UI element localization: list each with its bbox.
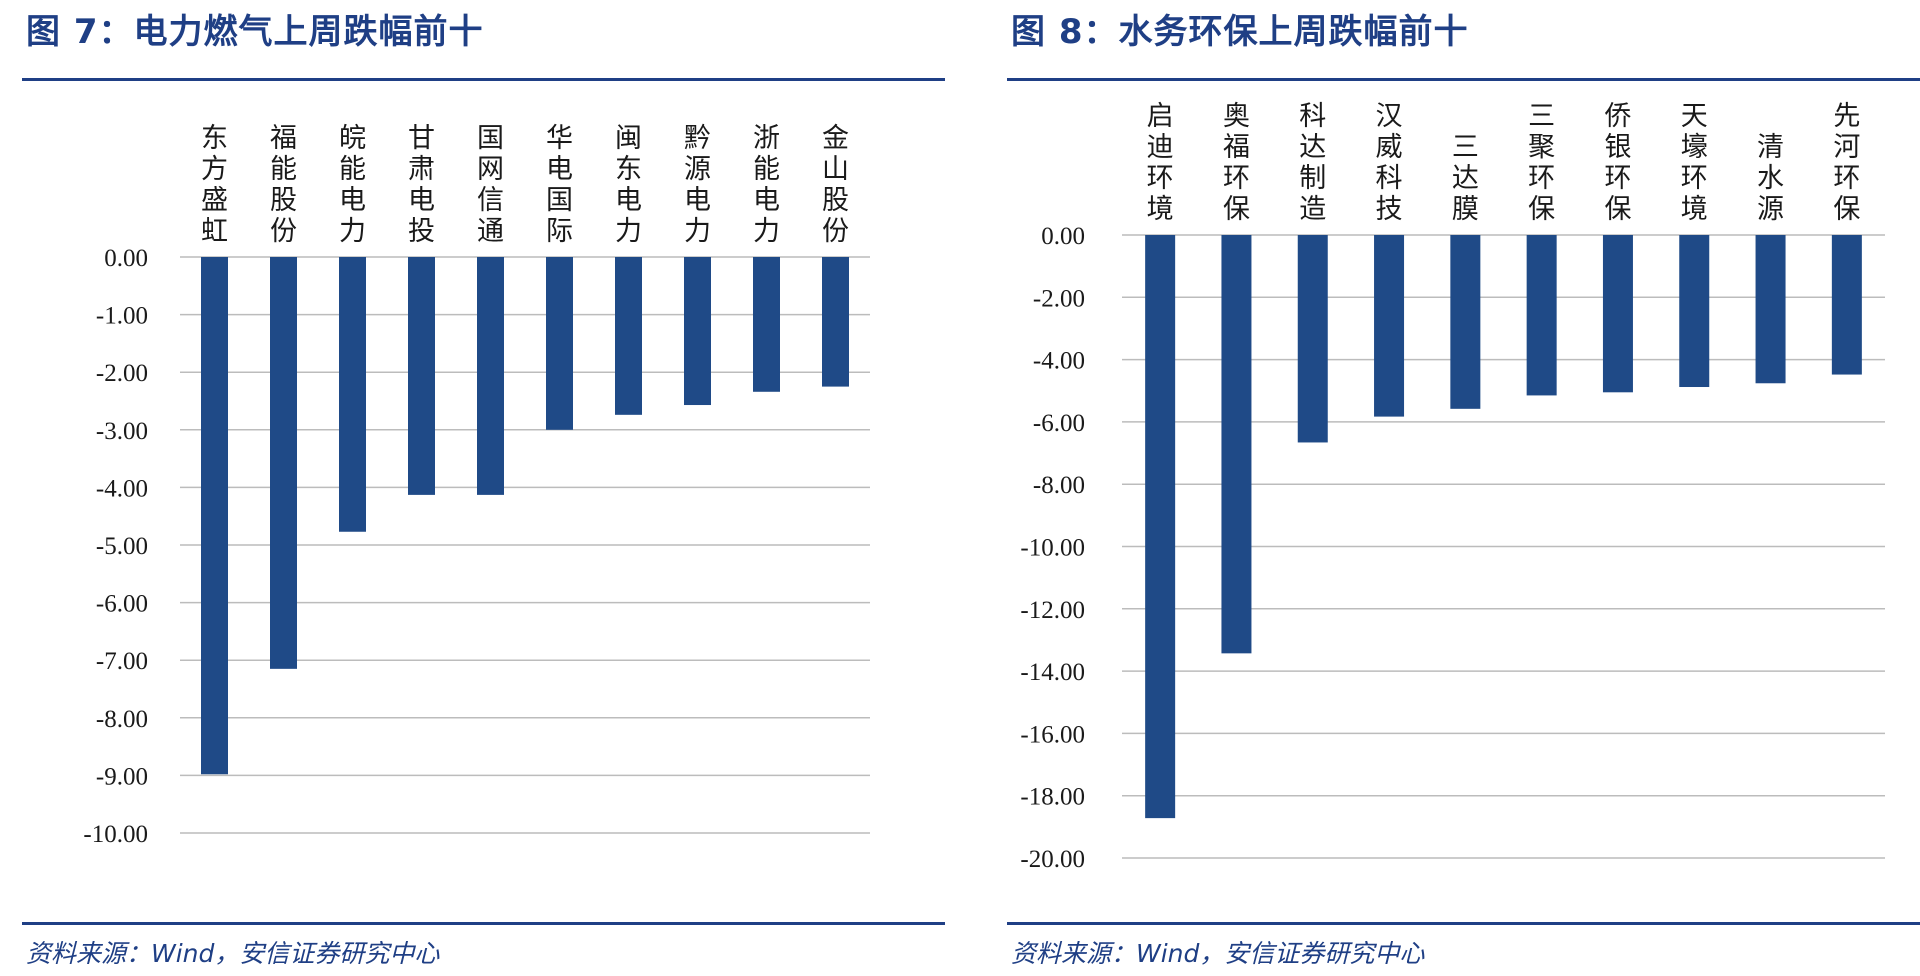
x-category-label: 三聚环保: [1528, 101, 1555, 225]
chart-title: 图 7：电力燃气上周跌幅前十: [26, 12, 484, 52]
bar: [546, 257, 573, 430]
y-tick-label: -16.00: [1020, 721, 1085, 748]
x-category-label: 闽东电力: [615, 123, 642, 247]
bar: [1526, 235, 1557, 396]
y-tick-label: -10.00: [83, 821, 148, 848]
bar: [1831, 235, 1862, 375]
y-tick-label: -4.00: [96, 475, 148, 502]
x-category-label: 科达制造: [1299, 101, 1326, 225]
title-divider: [1007, 78, 1920, 81]
x-category-label: 先河环保: [1833, 101, 1860, 225]
y-tick-label: -8.00: [96, 706, 148, 733]
x-category-label: 浙能电力: [753, 123, 780, 247]
bar: [270, 257, 297, 669]
bar: [684, 257, 711, 406]
bar: [1602, 235, 1633, 393]
chart-title: 图 8：水务环保上周跌幅前十: [1011, 12, 1469, 52]
x-category-label: 甘肃电投: [408, 123, 435, 247]
x-category-label: 清水源: [1757, 132, 1784, 225]
bar: [753, 257, 780, 392]
y-tick-label: -9.00: [96, 763, 148, 790]
x-category-label: 启迪环境: [1147, 101, 1174, 225]
y-tick-label: -2.00: [96, 360, 148, 387]
bar: [1221, 235, 1252, 654]
y-tick-label: -5.00: [96, 533, 148, 560]
x-category-label: 侨银环保: [1604, 101, 1631, 225]
x-category-label: 黔源电力: [684, 123, 711, 247]
y-tick-label: -8.00: [1033, 472, 1085, 499]
y-tick-label: -2.00: [1033, 285, 1085, 312]
x-category-label: 天壕环境: [1681, 101, 1708, 225]
bar: [1145, 235, 1176, 819]
bar: [822, 257, 849, 387]
x-category-label: 奥福环保: [1223, 101, 1250, 225]
y-tick-label: -4.00: [1033, 348, 1085, 375]
bar: [1755, 235, 1786, 384]
title-divider: [22, 78, 945, 81]
x-category-label: 三达膜: [1452, 132, 1479, 225]
y-tick-label: 0.00: [1041, 223, 1085, 250]
bar: [477, 257, 504, 495]
footer-divider: [22, 922, 945, 925]
bar: [201, 257, 228, 775]
y-tick-label: -12.00: [1020, 597, 1085, 624]
y-tick-label: -6.00: [1033, 410, 1085, 437]
source-note: 资料来源：Wind，安信证券研究中心: [26, 939, 440, 968]
x-category-label: 皖能电力: [339, 123, 366, 247]
bar-chart-water-environment: 0.00 -2.00 -4.00 -6.00 -8.00 -10.00 -12.00 -14.…: [1020, 101, 1885, 873]
chart-panel-left: 图 7：电力燃气上周跌幅前十 0.00 -1.00 -2.00 -3.00 -4.00 -…: [0, 0, 945, 976]
y-tick-label: -10.00: [1020, 535, 1085, 562]
bar: [339, 257, 366, 532]
bar: [1374, 235, 1405, 417]
x-category-label: 福能股份: [270, 123, 297, 247]
x-category-label: 华电国际: [546, 123, 573, 247]
chart-panel-right: 图 8：水务环保上周跌幅前十 0.00 -2.00 -4.00 -6.00 -8.00 -…: [985, 0, 1920, 976]
y-tick-label: -3.00: [96, 418, 148, 445]
x-category-label: 汉威科技: [1376, 101, 1403, 225]
bar: [1297, 235, 1328, 443]
y-tick-label: -14.00: [1020, 659, 1085, 686]
x-category-label: 国网信通: [477, 123, 504, 247]
y-tick-label: 0.00: [104, 245, 148, 272]
y-tick-label: -20.00: [1020, 846, 1085, 873]
x-category-label: 金山股份: [822, 123, 849, 247]
bar: [1450, 235, 1481, 409]
y-tick-label: -7.00: [96, 648, 148, 675]
footer-divider: [1007, 922, 1920, 925]
y-tick-label: -1.00: [96, 303, 148, 330]
source-note: 资料来源：Wind，安信证券研究中心: [1011, 939, 1425, 968]
y-tick-label: -18.00: [1020, 784, 1085, 811]
bar: [1679, 235, 1710, 388]
bar-chart-power-gas: 0.00 -1.00 -2.00 -3.00 -4.00 -5.00 -6.00 -7.00 -…: [83, 123, 870, 848]
y-tick-label: -6.00: [96, 591, 148, 618]
bar: [408, 257, 435, 495]
x-category-label: 东方盛虹: [201, 123, 228, 247]
bar: [615, 257, 642, 415]
